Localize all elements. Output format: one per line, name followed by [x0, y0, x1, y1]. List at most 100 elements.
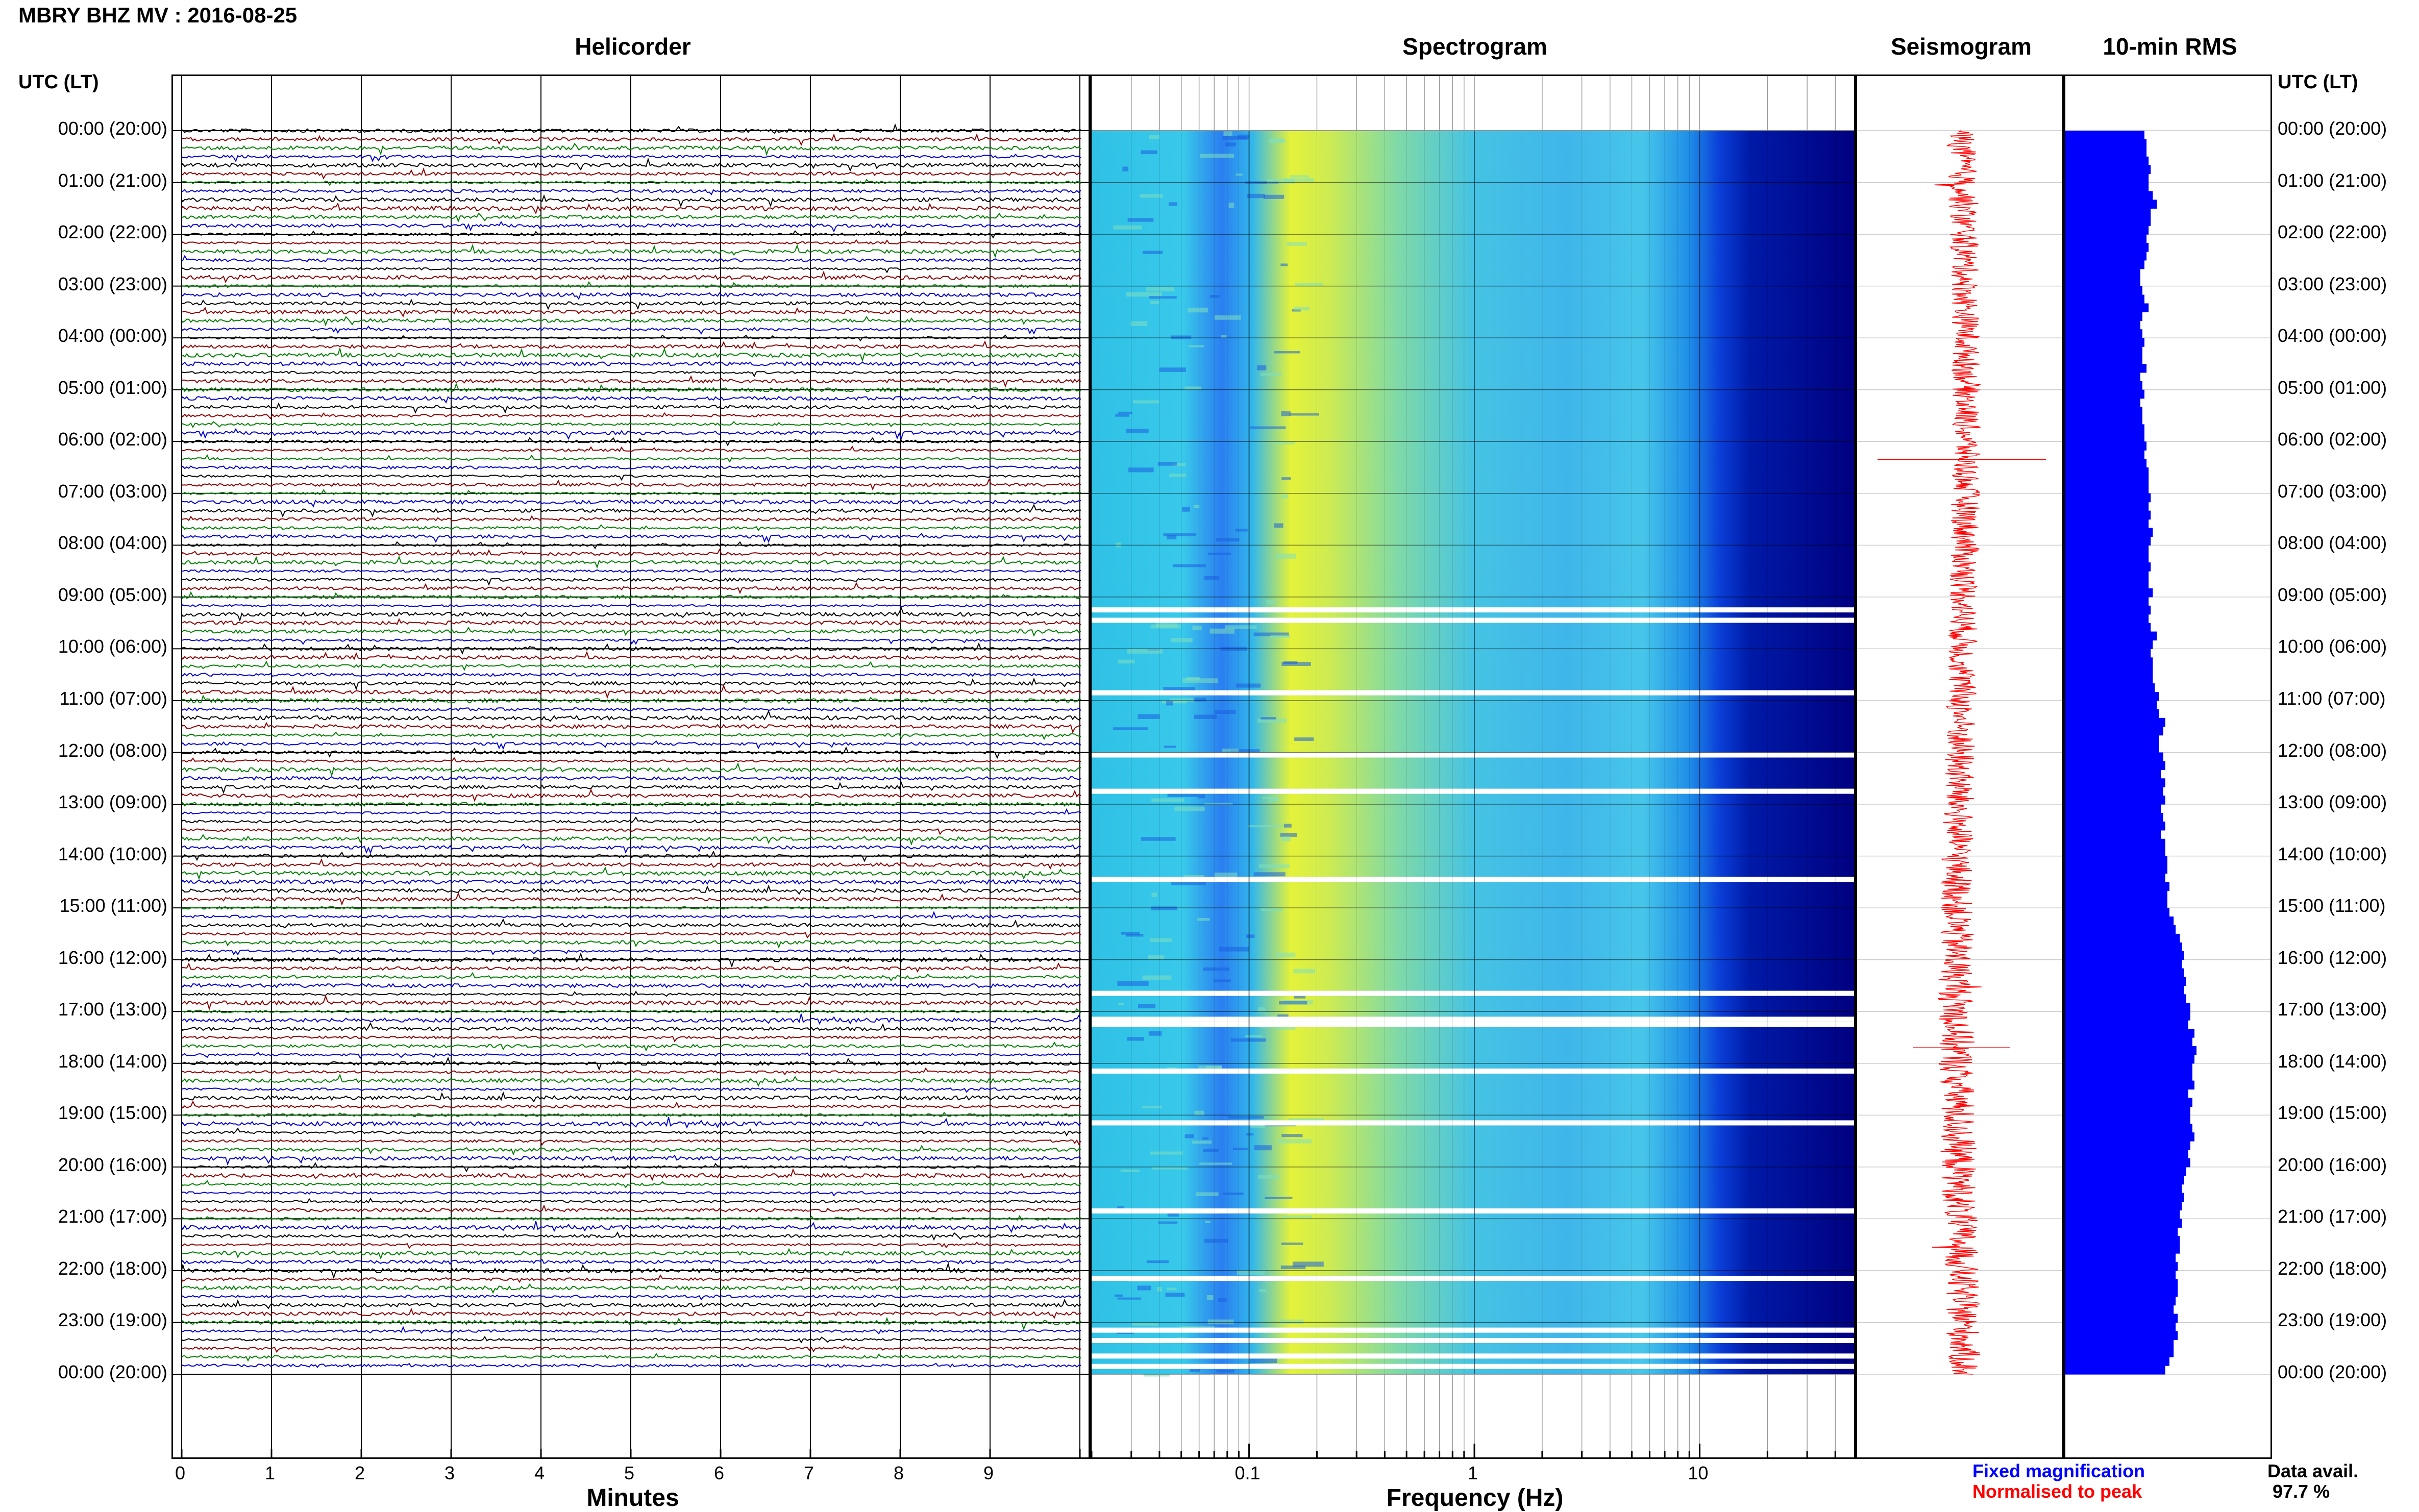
spectrogram-texture — [1113, 727, 1148, 730]
rms-bar — [2065, 1124, 2192, 1133]
spectrogram-texture — [1279, 1001, 1307, 1005]
helicorder-trace — [181, 1221, 1081, 1233]
spectrogram-texture — [1275, 553, 1296, 559]
rms-title: 10-min RMS — [2103, 33, 2237, 60]
time-label-left: 16:00 (12:00) — [58, 947, 167, 968]
helicorder-trace — [181, 142, 1081, 156]
rms-bar — [2065, 191, 2153, 200]
rms-bar — [2065, 312, 2142, 321]
helicorder-trace — [181, 421, 1081, 429]
spectrogram-gap — [1092, 788, 1854, 794]
spectrogram-texture — [1235, 529, 1248, 532]
helicorder-trace — [181, 239, 1081, 245]
spectrogram-texture — [1118, 411, 1132, 414]
spectrogram-texture — [1250, 1125, 1266, 1129]
rms-bar — [2065, 510, 2151, 520]
time-label-left: 01:00 (21:00) — [58, 169, 167, 191]
helicorder-trace — [181, 762, 1081, 777]
spectrogram-texture — [1167, 535, 1177, 539]
spectrogram-texture — [1141, 150, 1157, 155]
helicorder-trace — [181, 1154, 1081, 1166]
spectrogram-texture — [1294, 737, 1314, 741]
spectrogram-texture — [1171, 335, 1192, 339]
helicorder-trace — [181, 618, 1081, 626]
spectrogram-texture — [1163, 687, 1195, 692]
spectrogram-gap — [1092, 1353, 1854, 1359]
spectrogram-texture — [1148, 955, 1165, 959]
helicorder-trace — [181, 1283, 1081, 1294]
spectrogram-texture — [1281, 1242, 1303, 1245]
helicorder-trace — [181, 167, 1081, 180]
helicorder-trace — [181, 555, 1081, 569]
legend-fixed-magnification: Fixed magnification — [1972, 1460, 2145, 1481]
rms-bar — [2065, 536, 2151, 546]
spectrogram-texture — [1141, 837, 1176, 841]
rms-bar — [2065, 864, 2167, 874]
helicorder-trace — [181, 1111, 1081, 1118]
helicorder-trace — [181, 776, 1081, 781]
rms-bar — [2065, 1279, 2178, 1288]
helicorder-trace — [181, 1298, 1081, 1309]
time-label-right: 17:00 (13:00) — [2278, 999, 2387, 1020]
spectrogram-texture — [1222, 136, 1248, 140]
helicorder-trace — [181, 255, 1081, 263]
rms-bar — [2065, 1054, 2194, 1064]
helicorder-trace — [181, 684, 1081, 699]
time-label-left: 10:00 (06:00) — [58, 636, 167, 657]
spectrogram-texture — [1165, 1293, 1185, 1297]
rms-bar — [2065, 226, 2149, 235]
rms-bar — [2065, 545, 2149, 554]
helicorder-trace — [181, 1261, 1081, 1279]
rms-bar — [2065, 1020, 2188, 1029]
spectrogram-texture — [1236, 683, 1261, 688]
spectrogram-texture — [1261, 908, 1283, 911]
spectrogram-texture — [1208, 552, 1231, 555]
rms-bar — [2065, 329, 2142, 338]
helicorder-trace — [181, 474, 1081, 481]
helicorder-trace — [181, 194, 1081, 208]
time-label-right: 03:00 (23:00) — [2278, 273, 2387, 294]
spectrogram-texture — [1150, 301, 1159, 304]
spectrogram-texture — [1278, 1138, 1312, 1144]
helicorder-trace — [181, 478, 1081, 491]
spectrogram-texture — [1248, 825, 1283, 828]
spectrogram-texture — [1199, 154, 1235, 158]
rms-bar — [2065, 1037, 2192, 1047]
helicorder-trace — [181, 707, 1081, 712]
rms-bar — [2065, 735, 2159, 745]
rms-bar — [2065, 1106, 2190, 1116]
rms-bar — [2065, 717, 2165, 727]
helicorder-trace — [181, 828, 1081, 835]
spectrogram-texture — [1198, 794, 1205, 799]
spectrogram-panel — [1090, 75, 1856, 1459]
helicorder-trace — [181, 850, 1081, 862]
time-label-right: 10:00 (06:00) — [2278, 636, 2387, 657]
helicorder-trace — [181, 677, 1081, 691]
helicorder-trace — [181, 1022, 1081, 1031]
helicorder-trace — [181, 905, 1081, 910]
spectrogram-texture — [1204, 576, 1220, 580]
rms-bar — [2065, 847, 2165, 857]
time-label-right: 13:00 (09:00) — [2278, 791, 2387, 813]
helicorder-trace — [181, 884, 1081, 895]
spectrogram-texture — [1126, 292, 1162, 297]
spectrogram-texture — [1172, 564, 1206, 567]
helicorder-trace — [181, 746, 1081, 759]
minute-tick-label: 0 — [175, 1463, 186, 1483]
helicorder-trace — [181, 1294, 1081, 1301]
spectrogram-texture — [1210, 295, 1220, 298]
rms-bar — [2065, 1313, 2178, 1323]
spectrogram-texture — [1286, 242, 1307, 246]
rms-bar — [2065, 778, 2165, 787]
spectrogram-texture — [1115, 414, 1129, 417]
helicorder-trace — [181, 983, 1081, 989]
time-label-right: 22:00 (18:00) — [2278, 1257, 2387, 1279]
rms-bar — [2065, 605, 2151, 615]
rms-bar — [2065, 1296, 2176, 1306]
rms-bar — [2065, 994, 2186, 1003]
spectrogram-texture — [1219, 947, 1249, 952]
rms-bar — [2065, 1348, 2174, 1357]
spectrogram-texture — [1281, 836, 1291, 841]
spectrogram-texture — [1196, 1192, 1219, 1196]
time-label-left: 12:00 (08:00) — [58, 739, 167, 761]
